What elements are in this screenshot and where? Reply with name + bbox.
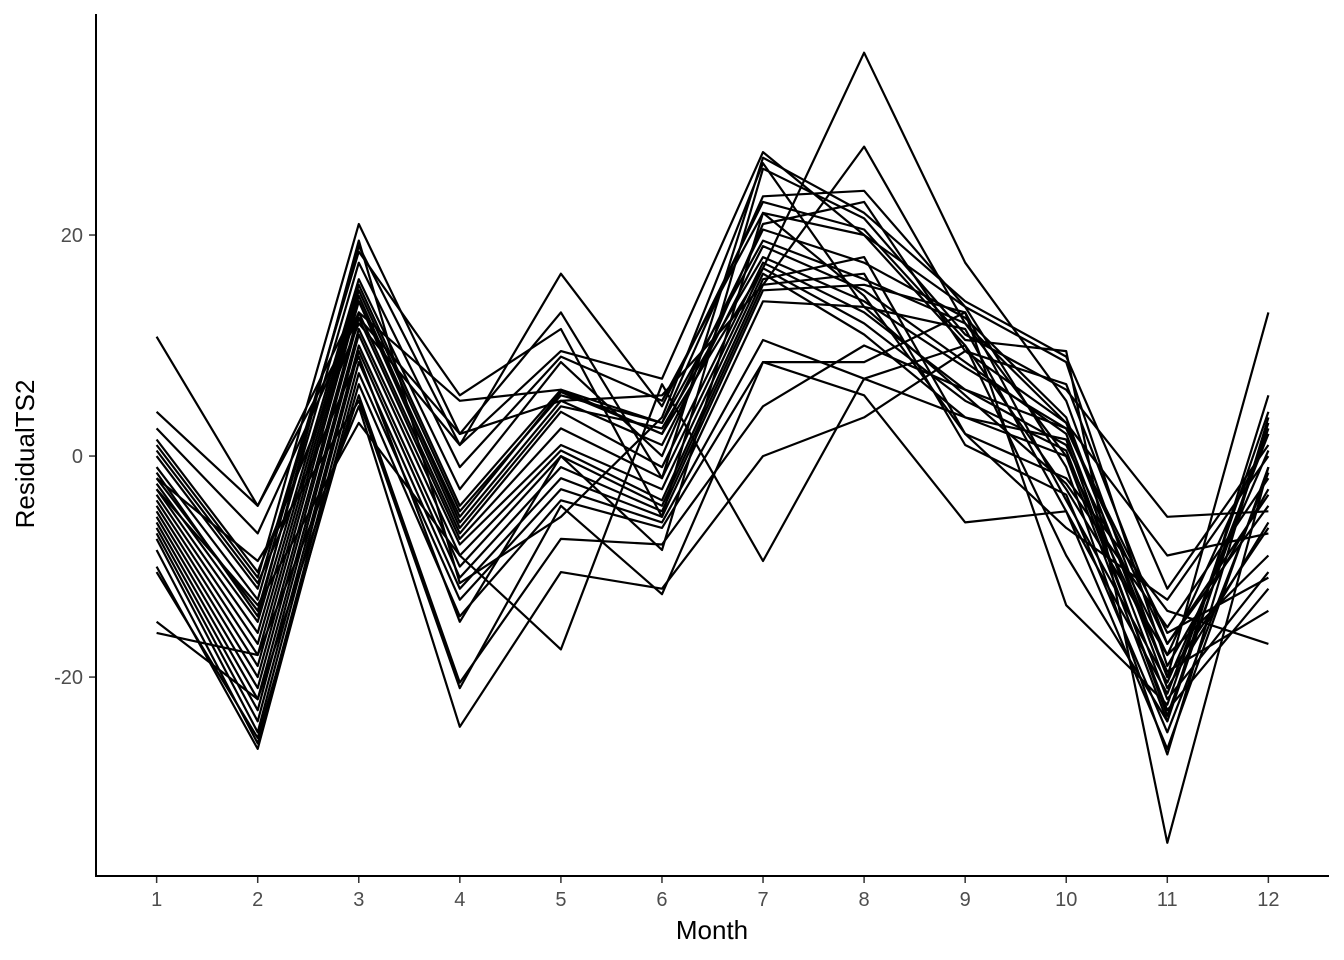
x-tick-label: 7 <box>757 889 768 911</box>
series-line-27 <box>155 211 1270 623</box>
series-line-26 <box>155 361 1270 751</box>
series-line-11 <box>155 239 1269 646</box>
x-tick-label: 5 <box>555 889 566 911</box>
series-line-28 <box>155 162 1270 629</box>
y-axis-ticks: 20 0 -20 <box>54 225 96 689</box>
series-line-18 <box>155 272 1270 734</box>
y-axis-title: ResidualTS2 <box>10 380 40 529</box>
series-layer <box>155 51 1270 844</box>
series-line-17 <box>155 256 1269 712</box>
y-tick-label: 20 <box>61 225 83 247</box>
series-line-9 <box>155 200 1270 646</box>
series-line-15 <box>155 267 1270 712</box>
x-tick-label: 8 <box>859 889 870 911</box>
x-tick-label: 11 <box>1157 889 1178 911</box>
series-line-25 <box>155 377 1270 717</box>
y-tick-label: 0 <box>72 446 83 468</box>
series-line-24 <box>156 350 1270 728</box>
x-axis-title: Month <box>676 915 748 945</box>
x-axis-ticks: 1 2 3 4 5 6 7 8 9 10 11 12 <box>151 876 1279 911</box>
x-tick-label: 2 <box>252 889 263 911</box>
series-line-19 <box>155 283 1270 734</box>
x-tick-label: 9 <box>960 889 971 911</box>
series-line-14 <box>155 261 1270 679</box>
series-line-5 <box>155 156 1270 590</box>
x-tick-label: 1 <box>151 889 162 911</box>
x-tick-label: 3 <box>353 889 364 911</box>
series-line-8 <box>155 211 1270 668</box>
x-tick-label: 4 <box>454 889 465 911</box>
series-line-21 <box>155 338 1270 751</box>
y-tick-label: -20 <box>54 667 83 689</box>
x-tick-label: 12 <box>1257 889 1279 911</box>
x-tick-label: 10 <box>1055 889 1077 911</box>
x-tick-label: 6 <box>656 889 667 911</box>
